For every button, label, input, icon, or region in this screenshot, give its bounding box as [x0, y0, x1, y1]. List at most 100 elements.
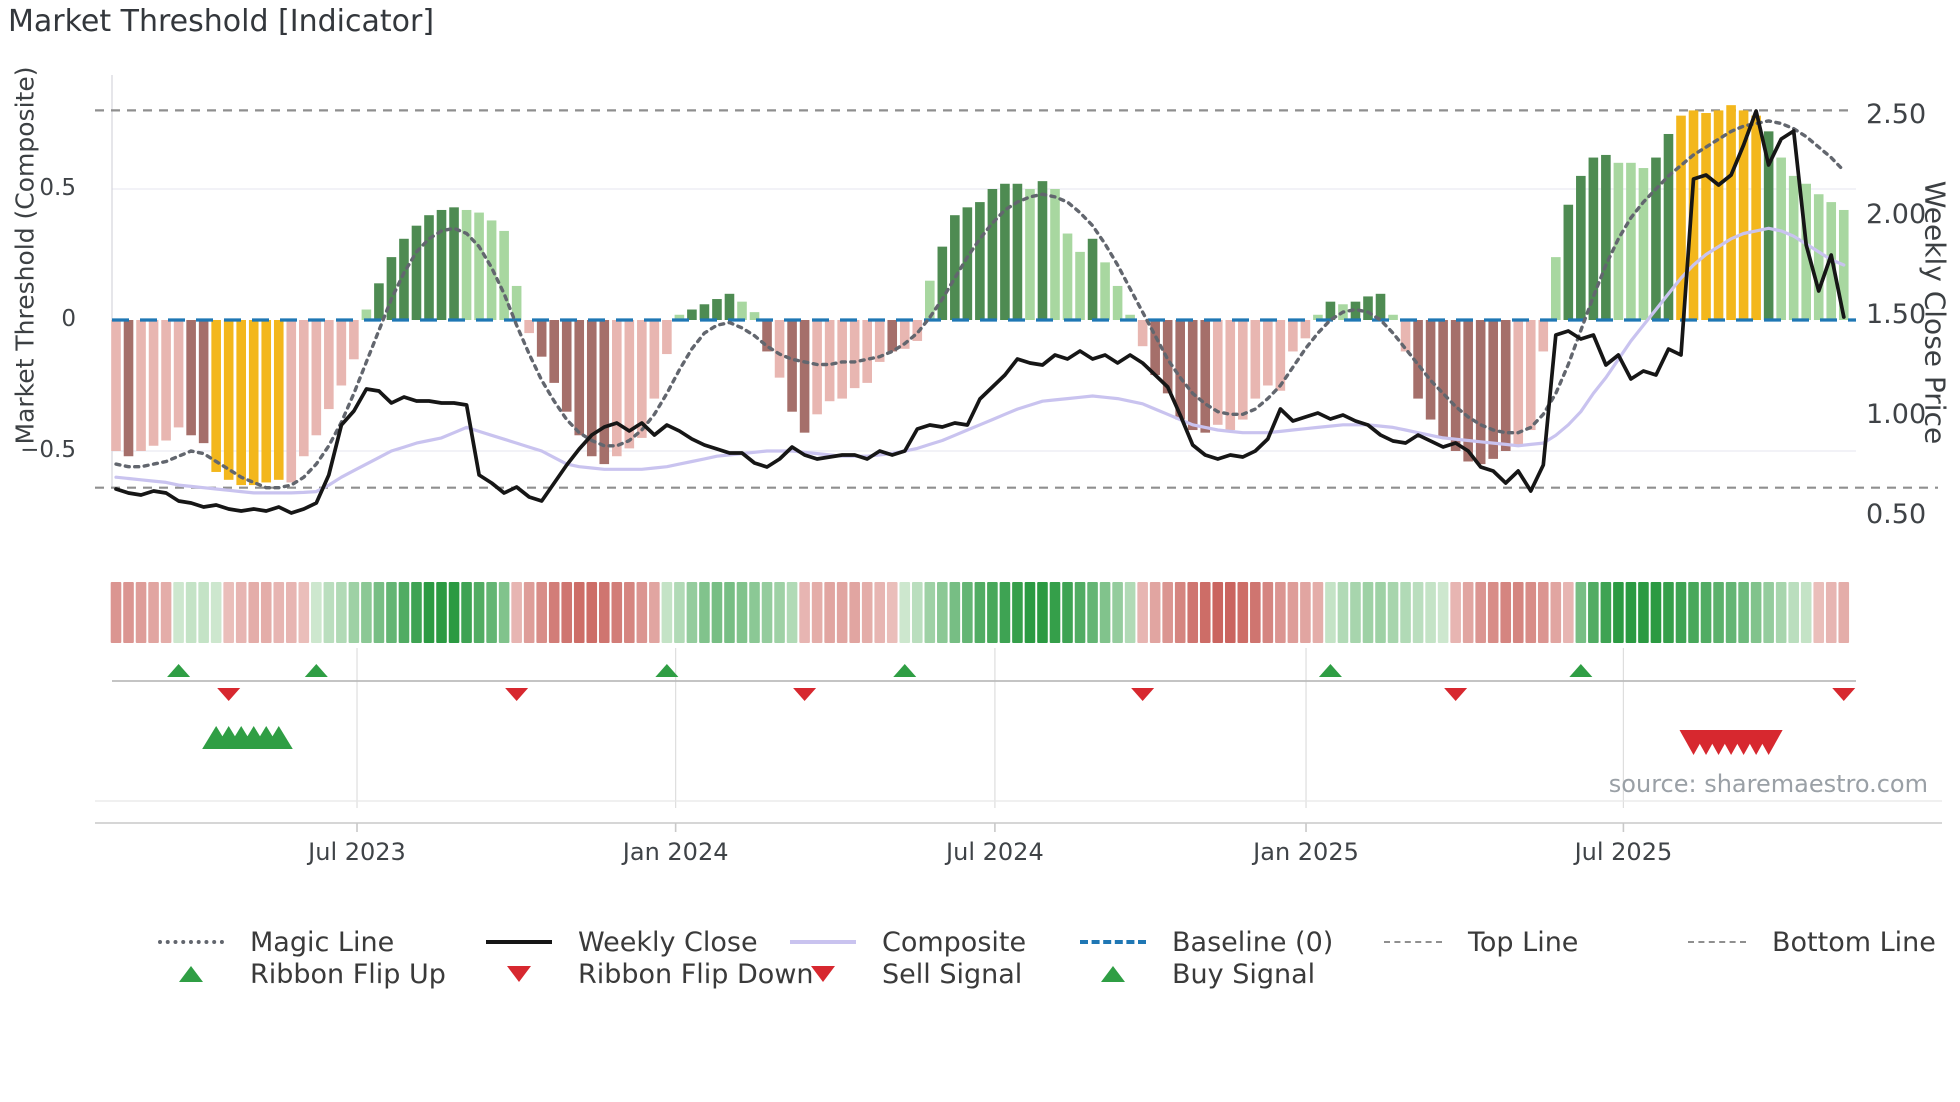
- ribbon-cell: [436, 582, 447, 643]
- legend-label: Buy Signal: [1172, 958, 1316, 990]
- ribbon-cell: [1550, 582, 1562, 643]
- ribbon-cell: [1450, 582, 1461, 643]
- composite-bar: [950, 215, 960, 320]
- composite-bar: [1137, 320, 1148, 347]
- composite-bar: [324, 320, 334, 410]
- ribbon-cell: [661, 582, 673, 643]
- left-tick-0: 0: [61, 306, 76, 332]
- legend-item-ribbon-flip-up: Ribbon Flip Up: [158, 958, 446, 990]
- composite-bar: [211, 320, 221, 472]
- ribbon-cell: [1325, 582, 1336, 643]
- composite-bar: [1187, 320, 1198, 431]
- composite-bar: [198, 320, 209, 444]
- ribbon-cell: [1750, 582, 1762, 643]
- ribbon-cell: [473, 582, 485, 643]
- ribbon-cell: [361, 582, 372, 643]
- ribbon-cell: [1800, 582, 1812, 643]
- ribbon-cell: [1650, 582, 1662, 643]
- ribbon-cell: [298, 582, 310, 643]
- ribbon-cell: [1137, 582, 1148, 643]
- ribbon-cell: [1049, 582, 1061, 643]
- x-tick-jul-2023: Jul 2023: [308, 838, 406, 866]
- composite-bar: [311, 320, 322, 436]
- ribbon-cell: [1462, 582, 1474, 643]
- legend-label: Sell Signal: [882, 958, 1023, 990]
- ribbon-flip-down-marker: [1832, 688, 1856, 701]
- composite-bar: [1751, 115, 1761, 320]
- ribbon-flip-up-marker: [893, 664, 917, 677]
- composite-bar: [1238, 320, 1248, 420]
- composite-bar: [1150, 320, 1160, 376]
- composite-bar: [1175, 320, 1185, 420]
- ribbon-cell: [1112, 582, 1123, 643]
- composite-bar: [1576, 175, 1586, 320]
- composite-bar: [1701, 113, 1711, 321]
- ribbon-cell: [160, 582, 172, 643]
- composite-bar: [1313, 314, 1323, 320]
- composite-bar: [699, 304, 710, 320]
- composite-bar: [724, 293, 735, 320]
- ribbon-cell: [1625, 582, 1637, 643]
- ribbon-cell: [1074, 582, 1086, 643]
- ribbon-cell: [1287, 582, 1299, 643]
- page-title: Market Threshold [Indicator]: [8, 4, 435, 39]
- ribbon-cell: [210, 582, 222, 643]
- ribbon-cell: [674, 582, 685, 643]
- composite-bar: [987, 189, 998, 320]
- source-note: source: sharemaestro.com: [1608, 770, 1928, 798]
- composite-bar: [549, 320, 559, 383]
- composite-bar: [837, 320, 847, 399]
- right-tick-2.50: 2.50: [1866, 99, 1927, 130]
- composite-bar: [386, 257, 397, 320]
- composite-bar: [474, 212, 484, 320]
- composite-bar: [1288, 320, 1298, 352]
- composite-bar: [762, 320, 772, 352]
- ribbon-cell: [899, 582, 911, 643]
- ribbon-cell: [1400, 582, 1411, 643]
- sell-signal-icon: [811, 966, 835, 982]
- ribbon-cell: [1350, 582, 1361, 643]
- ribbon-cell: [1337, 582, 1349, 643]
- ribbon-cell: [248, 582, 260, 643]
- legend-item-top-line: Top Line: [1384, 926, 1578, 958]
- composite-bar: [361, 309, 372, 320]
- composite-bar: [1388, 314, 1398, 320]
- baseline-swatch-icon: [1080, 940, 1146, 944]
- ribbon-cell: [824, 582, 835, 643]
- buy-signal-icon: [1101, 966, 1125, 982]
- composite-bar: [449, 207, 459, 320]
- ribbon-cell: [836, 582, 848, 643]
- composite-bar: [1400, 320, 1411, 352]
- ribbon-cell: [699, 582, 710, 643]
- composite-bar: [1813, 194, 1824, 320]
- ribbon-cell: [498, 582, 510, 643]
- composite-bar: [1363, 296, 1373, 320]
- ribbon-cell: [874, 582, 886, 643]
- composite-bar: [687, 309, 697, 320]
- composite-bar: [1225, 320, 1236, 431]
- ribbon-cell: [398, 582, 410, 643]
- composite-bar: [787, 320, 797, 412]
- x-tick-jan-2025: Jan 2025: [1253, 838, 1359, 866]
- ribbon-cell: [886, 582, 898, 643]
- composite-bar: [1450, 320, 1461, 451]
- ribbon-cell: [461, 582, 472, 643]
- magic-line: [114, 119, 1846, 490]
- ribbon-cell: [411, 582, 422, 643]
- ribbon-cell: [1387, 582, 1399, 643]
- ribbon-cell: [548, 582, 560, 643]
- ribbon-cell: [624, 582, 635, 643]
- ribbon-cell: [1563, 582, 1574, 643]
- ribbon-cell: [123, 582, 134, 643]
- composite-bar: [161, 320, 171, 441]
- ribbon-flip-down-marker: [1444, 688, 1468, 701]
- composite-bar: [1688, 110, 1699, 321]
- composite-bar: [1563, 204, 1574, 320]
- ribbon-cell: [937, 582, 948, 643]
- composite-bar: [1325, 301, 1336, 320]
- ribbon-cell: [1525, 582, 1537, 643]
- composite-bar: [874, 320, 885, 362]
- composite-bar: [812, 320, 822, 415]
- composite-bar: [1475, 320, 1486, 465]
- ribbon-cell: [1412, 582, 1424, 643]
